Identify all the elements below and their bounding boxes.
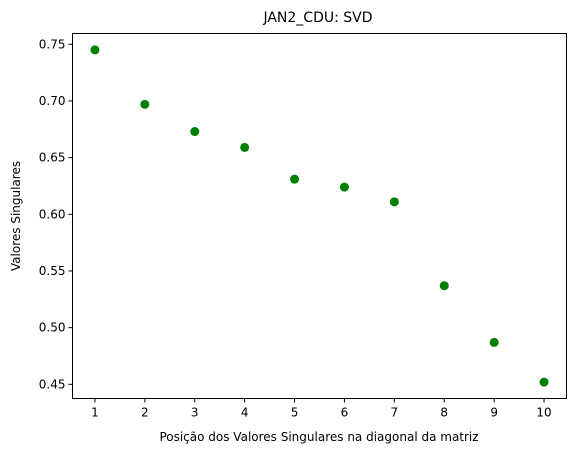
x-tick-label: 1: [91, 406, 99, 420]
data-points: [90, 45, 549, 387]
y-axis-label: Valores Singulares: [9, 161, 23, 271]
x-tick-label: 9: [490, 406, 498, 420]
plot-area-frame: [72, 33, 567, 399]
data-point: [389, 197, 399, 207]
x-tick-label: 5: [291, 406, 299, 420]
data-point: [489, 337, 499, 347]
y-tick-label: 0.60: [39, 207, 66, 221]
y-tick-label: 0.75: [39, 37, 66, 51]
x-tick-label: 10: [536, 406, 551, 420]
chart-title: JAN2_CDU: SVD: [262, 10, 372, 26]
data-point: [290, 174, 300, 184]
data-point: [240, 142, 250, 152]
y-tick-label: 0.55: [39, 264, 66, 278]
data-point: [339, 182, 349, 192]
x-tick-label: 8: [440, 406, 448, 420]
data-point: [190, 127, 200, 137]
x-tick-label: 6: [341, 406, 349, 420]
x-tick-label: 4: [241, 406, 249, 420]
y-tick-label: 0.45: [39, 377, 66, 391]
x-axis-label: Posição dos Valores Singulares na diagon…: [159, 430, 478, 444]
x-axis-ticks: 1 2 3 4 5 6 7 8 9 10: [91, 398, 552, 420]
data-point: [539, 377, 549, 387]
data-point: [140, 99, 150, 109]
y-tick-label: 0.50: [39, 321, 66, 335]
x-tick-label: 3: [191, 406, 199, 420]
y-tick-label: 0.70: [39, 94, 66, 108]
y-axis-ticks: 0.45 0.50 0.55 0.60 0.65 0.70 0.75: [39, 37, 73, 391]
data-point: [90, 45, 100, 55]
y-tick-label: 0.65: [39, 151, 66, 165]
x-tick-label: 2: [141, 406, 149, 420]
data-point: [439, 281, 449, 291]
x-tick-label: 7: [391, 406, 399, 420]
